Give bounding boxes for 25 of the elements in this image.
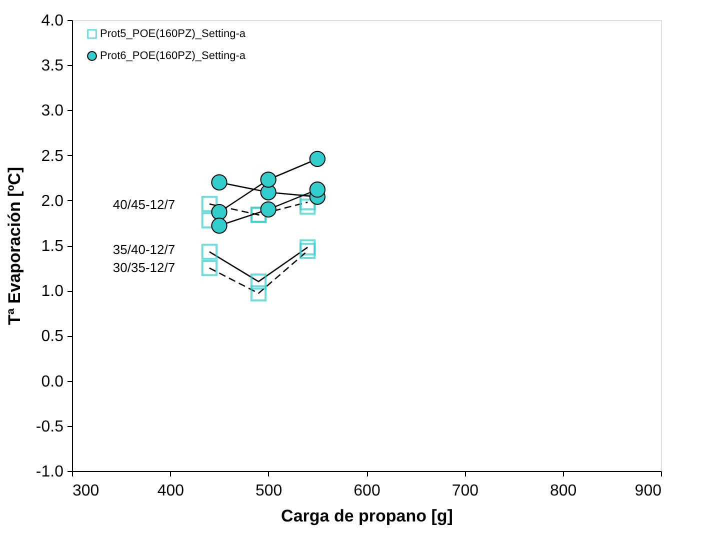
annotation: 40/45-12/7 [112, 197, 176, 212]
x-tick-label: 300 [72, 482, 100, 500]
y-tick-label: 2.0 [41, 192, 64, 210]
legend-label: Prot6_POE(160PZ)_Setting-a [100, 50, 246, 62]
y-tick-label: 4.0 [41, 12, 64, 30]
x-tick-label: 400 [157, 482, 184, 500]
x-tick-label: 700 [452, 482, 479, 500]
y-tick-label: 3.0 [41, 102, 64, 120]
annotation: 30/35-12/7 [112, 260, 176, 275]
x-axis-title: Carga de propano [g] [281, 506, 453, 526]
y-tick-label: 0.5 [41, 328, 64, 346]
y-tick-label: 1.0 [41, 283, 64, 300]
annotation: 35/40-12/7 [112, 242, 176, 257]
y-tick-label: 3.5 [41, 58, 64, 75]
x-tick-label: 500 [255, 482, 282, 500]
y-tick-label: 0.0 [41, 373, 64, 390]
y-axis-title: Tª Evaporación [ºC] [4, 167, 24, 325]
x-tick-label: 800 [550, 482, 577, 500]
x-tick-label: 600 [354, 482, 380, 500]
x-tick-label: 900 [634, 482, 662, 500]
y-tick-label: -0.5 [36, 418, 64, 436]
y-tick-label: 2.5 [41, 148, 64, 165]
y-tick-label: 1.5 [41, 238, 64, 255]
y-tick-label: -1.0 [36, 464, 64, 480]
legend-label: Prot5_POE(160PZ)_Setting-a [100, 28, 246, 40]
